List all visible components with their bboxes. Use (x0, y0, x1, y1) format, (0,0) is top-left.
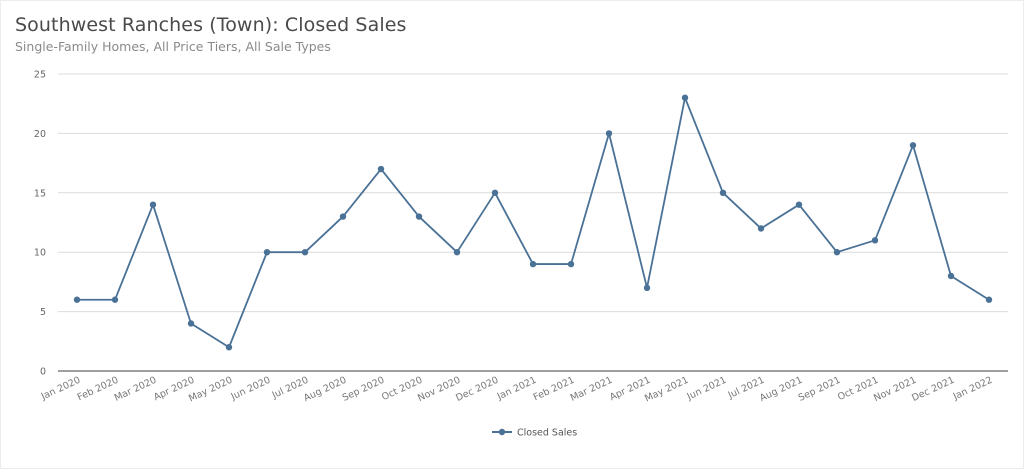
x-tick-label: Sep 2021 (797, 375, 843, 404)
data-point[interactable] (111, 296, 119, 303)
data-point[interactable] (643, 284, 651, 292)
data-point[interactable] (909, 142, 917, 149)
x-tick-label: Jan 2022 (951, 375, 994, 403)
data-point[interactable] (377, 165, 385, 173)
x-tick-label: Nov 2020 (416, 375, 462, 404)
data-point[interactable] (301, 249, 309, 256)
data-point[interactable] (187, 320, 195, 327)
legend-marker-icon (498, 428, 506, 436)
chart-subtitle: Single-Family Homes, All Price Tiers, Al… (15, 39, 331, 54)
data-point[interactable] (263, 249, 271, 256)
data-point[interactable] (985, 296, 993, 303)
legend[interactable]: Closed Sales (492, 428, 577, 439)
chart-title: Southwest Ranches (Town): Closed Sales (15, 14, 407, 36)
y-tick-label: 5 (40, 307, 46, 318)
x-tick-label: Dec 2020 (454, 375, 500, 404)
x-tick-label: Nov 2021 (872, 375, 918, 404)
x-tick-label: May 2020 (187, 375, 234, 405)
data-point[interactable] (833, 249, 841, 256)
data-point[interactable] (871, 237, 879, 244)
legend-label: Closed Sales (517, 428, 577, 439)
y-tick-label: 20 (34, 129, 46, 140)
y-tick-label: 15 (34, 188, 46, 199)
x-tick-label: Jun 2020 (229, 375, 273, 403)
data-point[interactable] (73, 296, 81, 303)
data-point[interactable] (947, 272, 955, 280)
x-tick-label: Aug 2020 (302, 375, 348, 404)
y-tick-label: 25 (34, 70, 46, 81)
data-point[interactable] (149, 201, 157, 208)
data-point[interactable] (605, 130, 613, 137)
y-tick-label: 10 (34, 248, 46, 259)
x-tick-label: Dec 2021 (910, 375, 956, 404)
data-point[interactable] (339, 213, 347, 220)
x-tick-label: Jan 2020 (39, 375, 82, 403)
data-point[interactable] (681, 94, 689, 101)
data-point[interactable] (795, 201, 803, 208)
x-tick-label: Mar 2020 (113, 375, 159, 404)
data-point[interactable] (567, 260, 575, 268)
series-closed-sales (73, 94, 993, 351)
data-point[interactable] (491, 189, 499, 196)
y-tick-label: 0 (40, 367, 46, 378)
data-point[interactable] (719, 189, 727, 196)
y-axis: 0 5 10 15 20 25 (34, 70, 46, 378)
x-tick-label: Feb 2020 (76, 375, 121, 404)
x-tick-label: May 2021 (643, 375, 690, 405)
x-tick-label: Aug 2021 (758, 375, 804, 404)
data-point[interactable] (225, 344, 233, 351)
data-point[interactable] (529, 260, 537, 268)
data-point[interactable] (415, 213, 423, 220)
data-point[interactable] (757, 225, 765, 232)
x-tick-label: Jun 2021 (685, 375, 729, 403)
x-tick-label: Mar 2021 (569, 375, 615, 404)
data-point[interactable] (453, 249, 461, 256)
x-tick-label: Jan 2021 (495, 375, 538, 403)
gridlines (58, 73, 1008, 372)
series-line (77, 96, 990, 349)
x-tick-label: Feb 2021 (532, 375, 577, 404)
x-tick-label: Sep 2020 (341, 375, 387, 404)
